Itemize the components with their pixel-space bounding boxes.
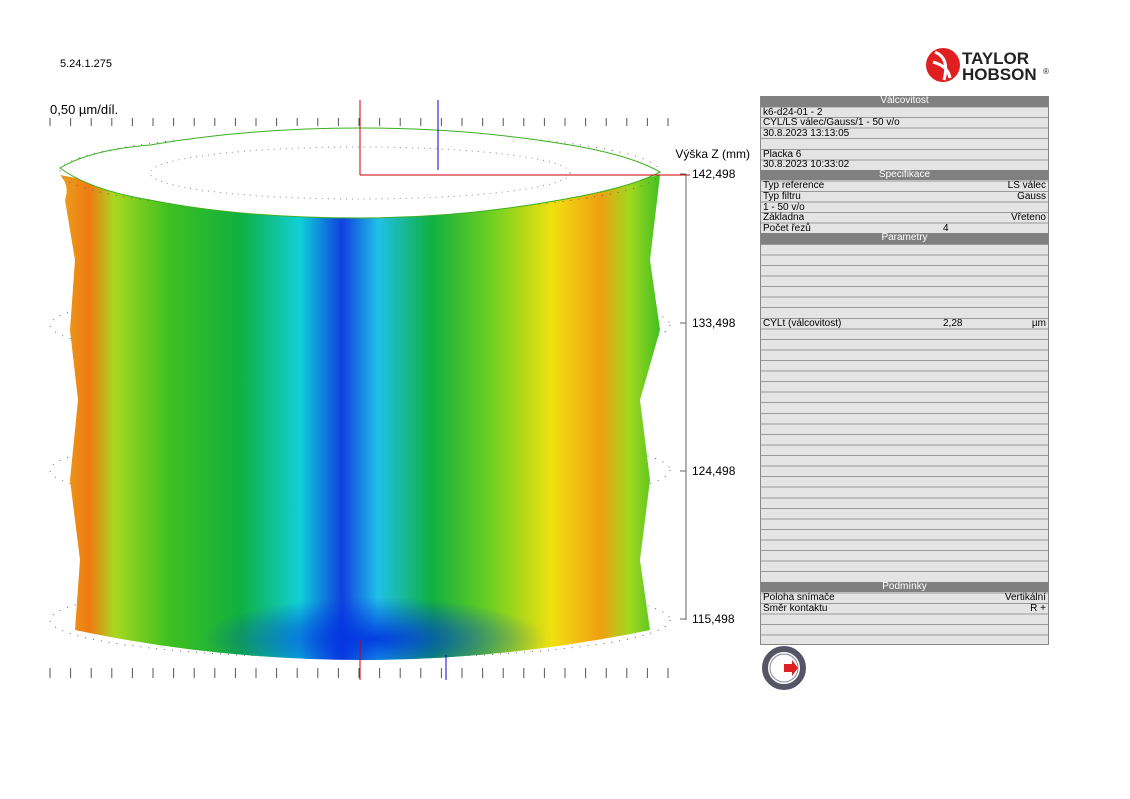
panel-row: Základna Vřeteno (763, 213, 1046, 224)
row-label: 30.8.2023 10:33:02 (763, 159, 850, 171)
ellipse (149, 146, 571, 200)
direction-arrow (784, 660, 798, 676)
rulers (49, 118, 669, 678)
panel-row: CYL/LS válec/Gauss/1 - 50 v/o (763, 118, 1046, 129)
row-value: Vřeteno (1010, 212, 1046, 224)
panel-row: Typ reference LS válec (763, 181, 1046, 192)
section-header: Specifikace (761, 169, 1048, 181)
row-value: Vertikální (1004, 592, 1046, 604)
panel-row: Směr kontaktu R + (763, 602, 1046, 615)
ellipse (49, 431, 671, 509)
row-label: Typ filtru (763, 191, 801, 203)
axis-title: Výška Z (mm) (675, 147, 750, 161)
logo-text: TAYLOR (962, 49, 1029, 68)
panel-row: Typ filtru Gauss (763, 192, 1046, 203)
row-label: 30.8.2023 13:13:05 (763, 127, 850, 139)
surface-shade (75, 520, 650, 660)
z-label: 124,498 (692, 464, 736, 478)
row-label: k6-d24-01 - 2 (763, 106, 823, 118)
direction-icon (762, 646, 806, 690)
section-header: Podmínky (761, 581, 1048, 593)
row-label: CYLt (válcovitost) (763, 317, 842, 329)
row-label: CYL/LS válec/Gauss/1 - 50 v/o (763, 117, 900, 129)
section-header: Válcovitost (761, 95, 1048, 107)
z-label: 142,498 (692, 167, 736, 181)
row-value: µm (1031, 317, 1046, 329)
row-value: 4 (943, 222, 949, 234)
logo-text: HOBSON (962, 65, 1037, 84)
panel-row: CYLt (válcovitost) 2,28 µm (763, 317, 1046, 330)
logo-mark: ® (1043, 67, 1049, 76)
panel-row: 30.8.2023 10:33:02 (763, 160, 1046, 171)
z-label: 133,498 (692, 316, 736, 330)
row-label: Placka 6 (763, 148, 802, 160)
row-label: Počet řezů (763, 222, 811, 234)
panel-row: Poloha snímače Vertikální (763, 593, 1046, 604)
scale-label: 0,50 µm/díl. (50, 102, 118, 117)
ellipse (49, 581, 671, 659)
section-header: Parametry (761, 233, 1048, 244)
ellipse (49, 286, 671, 364)
row-value: Gauss (1017, 191, 1046, 203)
row-value: R + (1030, 602, 1046, 614)
row-value: LS válec (1007, 180, 1046, 192)
row-label: Směr kontaktu (763, 602, 828, 614)
row-label: 1 - 50 v/o (763, 201, 805, 213)
row-label: Základna (763, 212, 805, 224)
panel-row: 30.8.2023 13:13:05 (763, 127, 1046, 140)
info-panel: Válcovitost k6-d24-01 - 2 CYL/LS válec/Gau… (760, 95, 1049, 645)
version: 5.24.1.275 (60, 58, 112, 70)
row-label: Poloha snímače (763, 592, 835, 604)
logo-swirl (932, 50, 952, 81)
row-value: 2,28 (943, 317, 963, 329)
z-label: 115,498 (692, 612, 735, 626)
row-label: Typ reference (763, 180, 825, 192)
panel-row: 1 - 50 v/o (763, 201, 1046, 214)
panel-row: k6-d24-01 - 2 (763, 106, 1046, 119)
panel-row: Počet řezů 4 (763, 222, 1046, 235)
panel-row: Placka 6 (763, 148, 1046, 161)
